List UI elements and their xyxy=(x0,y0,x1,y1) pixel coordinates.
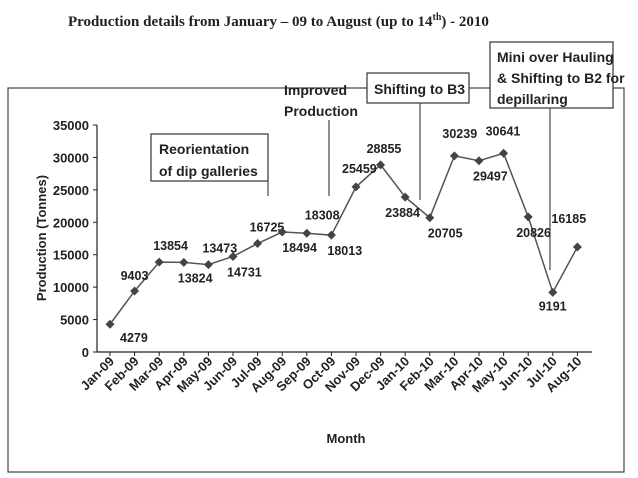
data-label: 29497 xyxy=(473,170,508,184)
annotation-text: & Shifting to B2 for xyxy=(497,70,625,86)
data-label: 13824 xyxy=(178,271,213,285)
data-point-marker xyxy=(572,242,582,252)
data-label: 30641 xyxy=(486,124,521,138)
data-label: 13854 xyxy=(153,239,188,253)
data-label: 23884 xyxy=(385,206,420,220)
data-point-marker xyxy=(130,286,140,296)
data-point-marker xyxy=(376,160,386,170)
y-tick-label: 5000 xyxy=(60,313,89,328)
y-tick-label: 0 xyxy=(82,345,89,360)
data-label: 14731 xyxy=(227,265,262,279)
data-label: 25459 xyxy=(342,162,377,176)
y-tick-label: 15000 xyxy=(53,248,89,263)
data-point-marker xyxy=(400,192,410,202)
x-axis-ticks: Jan-09Feb-09Mar-09Apr-09May-09Jun-09Jul-… xyxy=(77,352,585,395)
annotation-text: Mini over Hauling xyxy=(497,49,614,65)
annotation-box xyxy=(150,133,269,182)
data-point-marker xyxy=(523,212,533,222)
y-tick-label: 25000 xyxy=(53,183,89,198)
annotation-leader-lines xyxy=(267,103,551,270)
chart-annotations: Reorientation of dip galleries Improved Pro… xyxy=(150,41,625,182)
data-label: 28855 xyxy=(367,142,402,156)
data-label: 30239 xyxy=(442,127,477,141)
data-point-marker xyxy=(474,156,484,166)
data-label: 18308 xyxy=(305,208,340,222)
annotation-box xyxy=(366,72,470,104)
x-axis-title: Month xyxy=(327,431,366,446)
data-label: 18494 xyxy=(282,241,317,255)
data-point-marker xyxy=(105,319,115,329)
annotation-text: Reorientation xyxy=(159,141,249,157)
data-point-marker xyxy=(425,213,435,223)
data-point-marker xyxy=(228,251,238,261)
data-label: 20826 xyxy=(516,226,551,240)
data-label: 16725 xyxy=(250,221,285,235)
data-label: 9403 xyxy=(121,269,149,283)
annotation-text: Improved xyxy=(284,82,347,98)
annotation-box xyxy=(489,41,614,109)
chart-title-superscript: th xyxy=(432,12,441,23)
data-point-marker xyxy=(154,257,164,267)
data-label: 4279 xyxy=(120,331,148,345)
data-label: 13473 xyxy=(202,242,237,256)
data-point-marker xyxy=(277,227,287,237)
y-tick-label: 35000 xyxy=(53,118,89,133)
data-point-marker xyxy=(449,151,459,161)
annotation-text: Shifting to B3 xyxy=(374,81,465,97)
data-label: 20705 xyxy=(428,227,463,241)
data-point-marker xyxy=(351,182,361,192)
data-label: 16185 xyxy=(551,212,586,226)
annotation-text: Production xyxy=(284,103,358,119)
chart-title-main: Production details from January – 09 to … xyxy=(68,14,433,30)
data-point-marker xyxy=(302,228,312,238)
chart-frame xyxy=(7,87,625,473)
data-label: 18013 xyxy=(327,244,362,258)
chart-title: Production details from January – 09 to … xyxy=(68,12,489,30)
data-point-marker xyxy=(326,230,336,240)
chart-title-tail: ) - 2010 xyxy=(441,14,489,30)
y-tick-label: 10000 xyxy=(53,280,89,295)
series-production: 4279 9403 13854 13824 13473 14731 16725 18494 18… xyxy=(105,124,586,345)
y-tick-label: 30000 xyxy=(53,150,89,165)
y-axis-ticks: 0 5000 10000 15000 20000 25000 30000 35000 xyxy=(53,118,97,360)
y-tick-label: 20000 xyxy=(53,215,89,230)
data-label: 9191 xyxy=(539,299,567,313)
data-point-marker xyxy=(548,287,558,297)
annotation-text: depillaring xyxy=(497,91,568,107)
data-point-marker xyxy=(179,257,189,267)
y-axis-title: Production (Tonnes) xyxy=(34,175,49,301)
data-point-marker xyxy=(253,239,263,249)
data-point-marker xyxy=(499,148,509,158)
data-point-marker xyxy=(203,260,213,270)
annotation-text: of dip galleries xyxy=(159,163,258,179)
